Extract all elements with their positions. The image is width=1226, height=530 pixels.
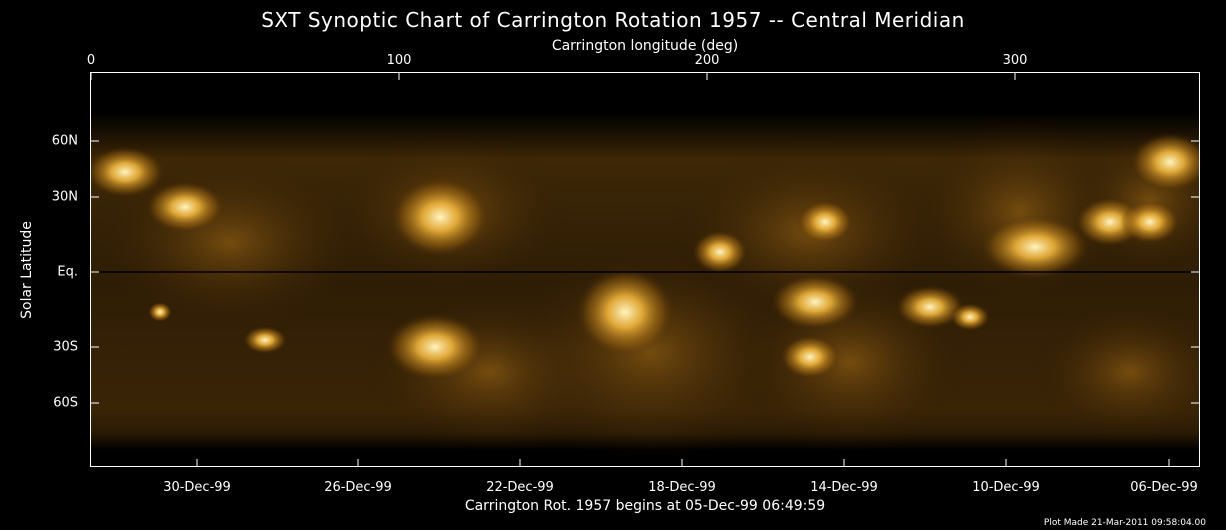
top-axis-label: Carrington longitude (deg) [551, 38, 739, 54]
top-tick-label: 0 [86, 53, 96, 68]
top-tick-label: 100 [386, 53, 412, 68]
date-tick-label: 30-Dec-99 [163, 480, 231, 495]
top-tick-label: 200 [694, 53, 720, 68]
latitude-tick-label: 30S [53, 339, 78, 355]
latitude-tick-label: 60S [53, 395, 78, 411]
chart-title: SXT Synoptic Chart of Carrington Rotatio… [261, 8, 965, 32]
date-tick-label: 06-Dec-99 [1130, 480, 1198, 495]
synoptic-image [90, 72, 1200, 467]
date-tick-label: 22-Dec-99 [486, 480, 554, 495]
y-axis-label: Solar Latitude [19, 221, 35, 319]
date-tick-label: 14-Dec-99 [810, 480, 878, 495]
date-tick-label: 10-Dec-99 [972, 480, 1040, 495]
latitude-tick-label: Eq. [57, 264, 78, 280]
rotation-start-label: Carrington Rot. 1957 begins at 05-Dec-99… [464, 498, 826, 514]
top-tick-label: 300 [1002, 53, 1028, 68]
date-tick-label: 18-Dec-99 [648, 480, 716, 495]
latitude-tick-label: 30N [51, 189, 78, 205]
plot-made-note: Plot Made 21-Mar-2011 09:58:04.00 [1043, 518, 1206, 528]
date-tick-label: 26-Dec-99 [324, 480, 392, 495]
latitude-tick-label: 60N [51, 133, 78, 149]
